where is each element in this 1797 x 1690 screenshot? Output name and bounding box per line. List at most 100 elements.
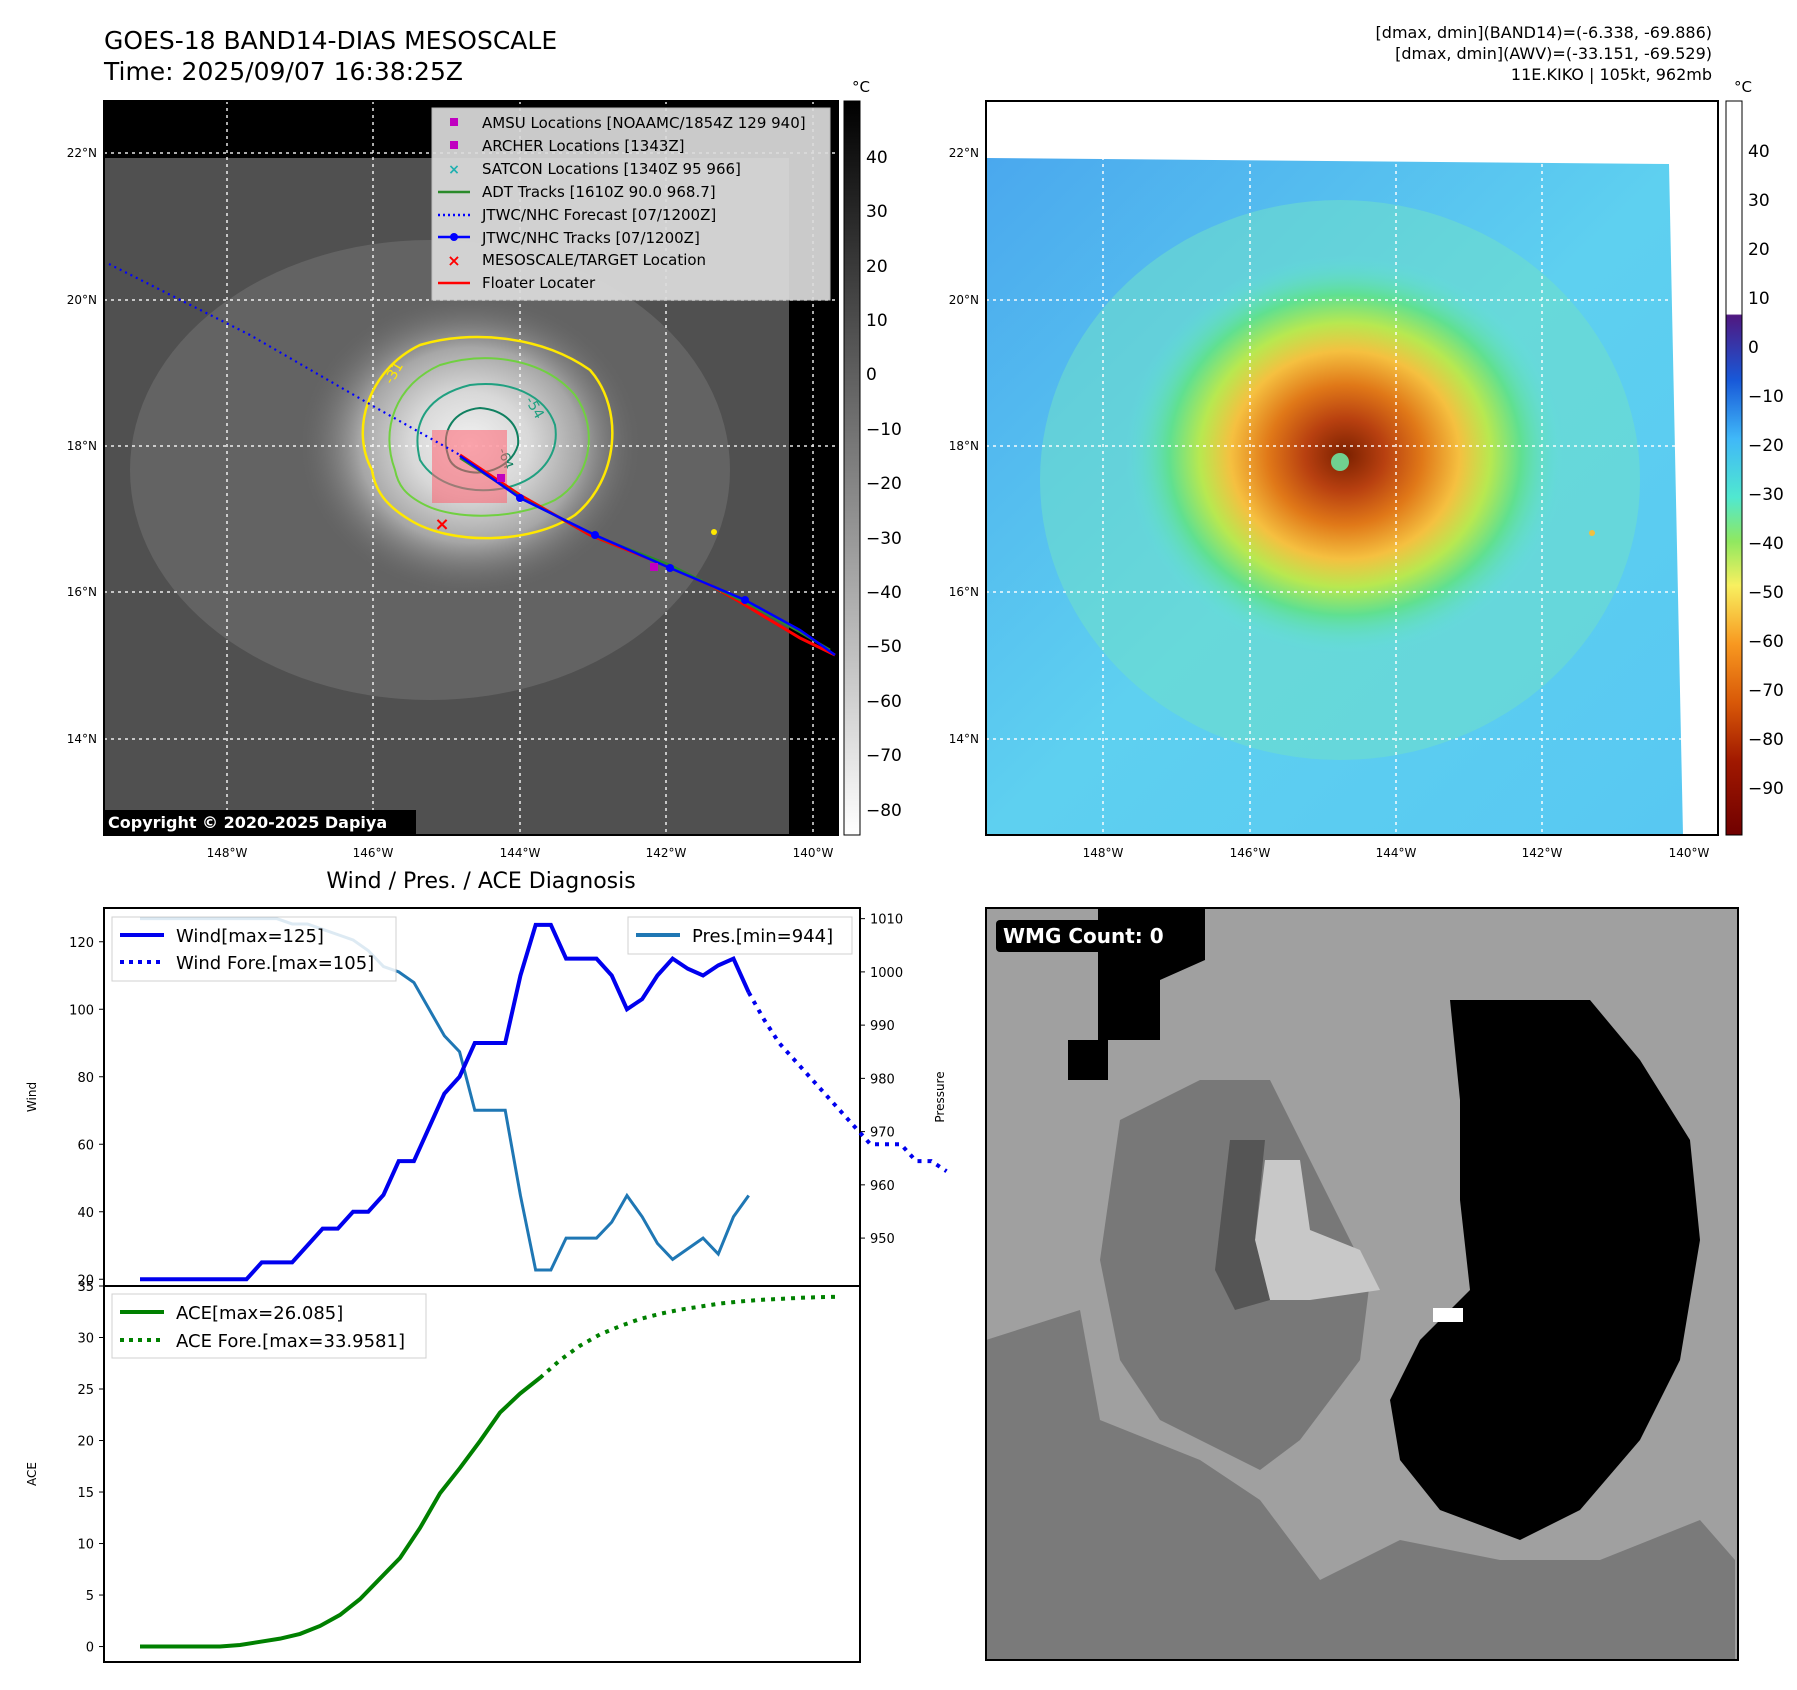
ace-tick-label: 10 [77,1538,94,1553]
pres-y-ticks: 950 960 970 980 990 1000 1010 [860,913,903,1247]
legend-adt: ADT Tracks [1610Z 90.0 968.7] [482,183,716,201]
ir-cbar-40: 40 [866,148,888,168]
wv-lon-labels: 148°W 146°W 144°W 142°W 140°W [1083,846,1710,860]
ace-tick-label: 20 [77,1435,94,1450]
pres-legend-label: Pres.[min=944] [692,926,833,947]
copyright-text: Copyright © 2020-2025 Dapiya [108,813,387,832]
wind-chart: 20 40 60 80 100 120 950 960 970 980 990 1000 1010 W… [25,907,948,1288]
wmg-center-light [1255,1160,1380,1300]
wv-colorbar-bar [1725,100,1743,836]
wv-small-dot [1589,530,1595,536]
ir-cbar-m30: −30 [866,529,902,549]
diagnosis-title: Wind / Pres. / ACE Diagnosis [326,869,635,894]
ir-lon-146: 146°W [353,846,394,860]
pres-tick-label: 960 [870,1179,895,1194]
ir-lat-14: 14°N [67,732,97,746]
ir-map-frame [103,100,839,836]
wmg-black-bit [1068,1040,1108,1080]
ir-colorbar-ticks: 40 30 20 10 0 −10 −20 −30 −40 −50 −60 −7… [866,148,902,821]
ace-legend: ACE[max=26.085] ACE Fore.[max=33.9581] [111,1293,427,1359]
ir-cbar-m80: −80 [866,801,902,821]
wv-cbar-m30: −30 [1748,485,1784,505]
wv-colorbar-unit: °C [1734,78,1752,96]
info-awv: [dmax, dmin](AWV)=(-33.151, -69.529) [1395,44,1712,63]
ir-lon-144: 144°W [500,846,541,860]
pres-tick-label: 980 [870,1072,895,1087]
legend-marker-satcon: × [448,162,460,178]
wv-map-panel [985,100,1719,836]
jtwc-track-points [516,494,749,604]
wv-cbar-m10: −10 [1748,387,1784,407]
ir-lat-18: 18°N [67,439,97,453]
legend-satcon: SATCON Locations [1340Z 95 966] [482,160,741,178]
wv-cbar-m70: −70 [1748,681,1784,701]
wmg-center-dark [1215,1140,1270,1310]
wv-cbar-m80: −80 [1748,730,1784,750]
ace-tick-label: 0 [86,1641,94,1656]
wind-tick-label: 120 [69,936,94,951]
pres-tick-label: 970 [870,1126,895,1141]
wv-map-frame [985,100,1719,836]
legend-target: MESOSCALE/TARGET Location [482,251,706,269]
target-marker: × [434,514,449,535]
pres-tick-label: 1010 [870,913,903,928]
wv-gridlines [986,101,1718,835]
ir-cbar-m60: −60 [866,692,902,712]
ir-lat-16: 16°N [67,585,97,599]
wind-observed-line [140,922,751,1282]
ir-cbar-20: 20 [866,257,888,277]
wv-cbar-m60: −60 [1748,632,1784,652]
ir-map-panel: -31 -54 -64 × AMSU Locations [NOAAMC/185… [103,100,839,836]
ace-legend-obs: ACE[max=26.085] [176,1303,343,1324]
ace-tick-label: 5 [86,1589,94,1604]
ir-colorbar-unit: °C [852,78,870,96]
wind-tick-label: 80 [77,1071,94,1086]
wv-cbar-40: 40 [1748,142,1770,162]
ir-lat-20: 20°N [67,293,97,307]
ir-lat-22: 22°N [67,146,97,160]
ir-cbar-10: 10 [866,311,888,331]
ir-cbar-m10: −10 [866,420,902,440]
legend-forecast: JTWC/NHC Forecast [07/1200Z] [481,206,716,224]
wmg-white-patch [1433,1308,1463,1322]
wmg-label: WMG Count: 0 [1003,924,1164,948]
ir-lat-labels: 22°N 20°N 18°N 16°N 14°N [67,146,97,746]
ir-lon-142: 142°W [646,846,687,860]
wind-tick-label: 60 [77,1138,94,1153]
legend-marker-target: × [447,251,460,270]
ir-colorbar: °C 40 30 20 10 0 −10 −20 −30 −40 −50 −60… [843,78,902,836]
wmg-panel: WMG Count: 0 [985,907,1739,1661]
ace-tick-label: 30 [77,1332,94,1347]
wind-y-ticks: 20 40 60 80 100 120 [69,936,104,1288]
wind-tick-label: 20 [77,1273,94,1288]
ir-lon-labels: 148°W 146°W 144°W 142°W 140°W [207,846,834,860]
ace-legend-fore: ACE Fore.[max=33.9581] [176,1331,405,1352]
jtwc-forecast-line [108,263,461,456]
legend-marker-archer [450,141,458,149]
ace-tick-label: 25 [77,1383,94,1398]
ace-y-ticks: 0 5 10 15 20 25 30 35 [77,1280,104,1656]
wv-cbar-30: 30 [1748,191,1770,211]
wind-legend-box [111,916,397,982]
pres-tick-label: 990 [870,1019,895,1034]
pres-tick-label: 1000 [870,966,903,981]
ir-cbar-m20: −20 [866,474,902,494]
wind-tick-label: 40 [77,1206,94,1221]
ace-tick-label: 35 [77,1280,94,1295]
timestamp: Time: 2025/09/07 16:38:25Z [103,57,463,86]
ir-cbar-m40: −40 [866,583,902,603]
ir-cbar-30: 30 [866,202,888,222]
ir-cbar-m70: −70 [866,746,902,766]
wind-tick-label: 100 [69,1003,94,1018]
wv-cbar-10: 10 [1748,289,1770,309]
legend-marker-jtwc-dot [450,233,458,241]
legend-jtwc: JTWC/NHC Tracks [07/1200Z] [481,229,700,247]
ace-legend-box [111,1293,427,1359]
wv-colorbar-ticks: 40 30 20 10 0 −10 −20 −30 −40 −50 −60 −7… [1748,142,1784,799]
wv-lat-16: 16°N [949,585,979,599]
wv-lat-labels: 22°N 20°N 18°N 16°N 14°N [949,146,979,746]
wv-cbar-0: 0 [1748,338,1759,358]
amsu-markers [497,474,658,571]
pres-y-label: Pressure [933,1071,947,1122]
wv-lat-20: 20°N [949,293,979,307]
